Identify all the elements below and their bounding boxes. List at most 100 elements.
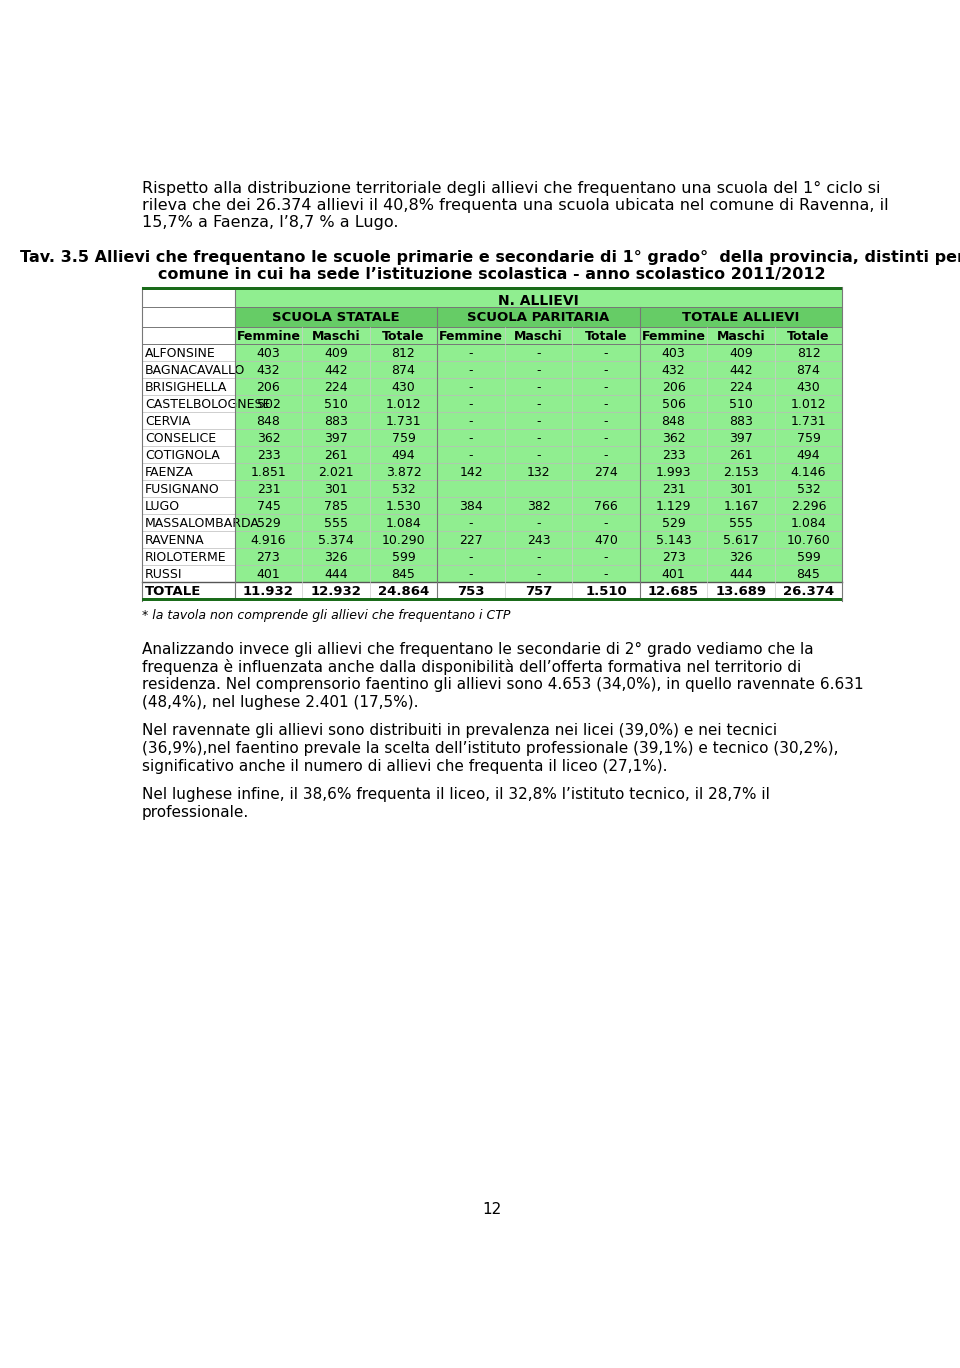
Bar bbox=[572, 565, 639, 581]
Bar bbox=[302, 430, 370, 446]
Text: Nel ravennate gli allievi sono distribuiti in prevalenza nei licei (39,0%) e nei: Nel ravennate gli allievi sono distribui… bbox=[142, 724, 777, 739]
Text: 233: 233 bbox=[256, 449, 280, 462]
Bar bbox=[437, 565, 505, 581]
Text: 442: 442 bbox=[730, 364, 753, 378]
Bar bbox=[437, 497, 505, 514]
Text: residenza. Nel comprensorio faentino gli allievi sono 4.653 (34,0%), in quello r: residenza. Nel comprensorio faentino gli… bbox=[142, 677, 863, 692]
Text: 444: 444 bbox=[324, 568, 348, 580]
Text: SCUOLA STATALE: SCUOLA STATALE bbox=[272, 312, 399, 324]
Bar bbox=[505, 361, 572, 378]
Bar bbox=[639, 308, 842, 327]
Text: 273: 273 bbox=[256, 551, 280, 564]
Text: 759: 759 bbox=[797, 432, 821, 445]
Bar bbox=[302, 395, 370, 412]
Text: 10.760: 10.760 bbox=[786, 534, 830, 547]
Text: 326: 326 bbox=[324, 551, 348, 564]
Text: -: - bbox=[468, 382, 473, 394]
Text: 409: 409 bbox=[324, 347, 348, 360]
Text: 874: 874 bbox=[797, 364, 821, 378]
Bar bbox=[572, 361, 639, 378]
Bar bbox=[370, 581, 437, 598]
Text: Maschi: Maschi bbox=[312, 331, 360, 343]
Text: Rispetto alla distribuzione territoriale degli allievi che frequentano una scuol: Rispetto alla distribuzione territoriale… bbox=[142, 181, 880, 196]
Bar bbox=[370, 547, 437, 565]
Bar bbox=[505, 514, 572, 531]
Text: BRISIGHELLA: BRISIGHELLA bbox=[145, 382, 228, 394]
Bar bbox=[639, 446, 708, 462]
Text: Maschi: Maschi bbox=[515, 331, 563, 343]
Bar bbox=[437, 514, 505, 531]
Bar bbox=[572, 430, 639, 446]
Text: 432: 432 bbox=[661, 364, 685, 378]
Text: -: - bbox=[537, 568, 540, 580]
Bar bbox=[775, 345, 842, 361]
Bar bbox=[302, 581, 370, 598]
Bar bbox=[775, 395, 842, 412]
Text: 231: 231 bbox=[661, 483, 685, 497]
Text: -: - bbox=[604, 432, 609, 445]
Bar bbox=[142, 412, 234, 430]
Bar bbox=[142, 514, 234, 531]
Text: -: - bbox=[537, 449, 540, 462]
Bar bbox=[708, 446, 775, 462]
Bar bbox=[234, 361, 302, 378]
Text: -: - bbox=[537, 364, 540, 378]
Bar bbox=[302, 378, 370, 395]
Bar bbox=[572, 378, 639, 395]
Text: 1.851: 1.851 bbox=[251, 466, 286, 479]
Bar bbox=[505, 430, 572, 446]
Text: Femmine: Femmine bbox=[236, 331, 300, 343]
Text: -: - bbox=[604, 415, 609, 428]
Bar bbox=[370, 345, 437, 361]
Bar bbox=[505, 446, 572, 462]
Bar bbox=[775, 547, 842, 565]
Bar bbox=[302, 514, 370, 531]
Bar bbox=[775, 514, 842, 531]
Bar bbox=[708, 462, 775, 480]
Bar bbox=[437, 327, 505, 345]
Bar bbox=[234, 395, 302, 412]
Bar bbox=[142, 531, 234, 547]
Bar bbox=[437, 378, 505, 395]
Text: Femmine: Femmine bbox=[439, 331, 503, 343]
Text: Nel lughese infine, il 38,6% frequenta il liceo, il 32,8% l’istituto tecnico, il: Nel lughese infine, il 38,6% frequenta i… bbox=[142, 787, 770, 802]
Bar bbox=[572, 514, 639, 531]
Bar bbox=[370, 514, 437, 531]
Bar bbox=[302, 327, 370, 345]
Bar bbox=[505, 395, 572, 412]
Bar bbox=[142, 598, 842, 601]
Bar bbox=[775, 531, 842, 547]
Bar bbox=[437, 430, 505, 446]
Bar bbox=[775, 327, 842, 345]
Text: 1.993: 1.993 bbox=[656, 466, 691, 479]
Bar bbox=[572, 446, 639, 462]
Text: TOTALE: TOTALE bbox=[145, 584, 202, 598]
Text: RUSSI: RUSSI bbox=[145, 568, 182, 580]
Text: 1.129: 1.129 bbox=[656, 499, 691, 513]
Text: 2.153: 2.153 bbox=[723, 466, 758, 479]
Bar bbox=[572, 395, 639, 412]
Bar bbox=[302, 565, 370, 581]
Text: 444: 444 bbox=[730, 568, 753, 580]
Bar bbox=[370, 327, 437, 345]
Bar bbox=[234, 446, 302, 462]
Bar bbox=[234, 514, 302, 531]
Text: 243: 243 bbox=[527, 534, 550, 547]
Bar bbox=[639, 547, 708, 565]
Bar bbox=[142, 480, 234, 497]
Text: 785: 785 bbox=[324, 499, 348, 513]
Text: 442: 442 bbox=[324, 364, 348, 378]
Bar bbox=[437, 446, 505, 462]
Bar bbox=[234, 430, 302, 446]
Bar bbox=[437, 412, 505, 430]
Bar bbox=[639, 395, 708, 412]
Bar bbox=[370, 462, 437, 480]
Text: -: - bbox=[604, 364, 609, 378]
Bar bbox=[572, 345, 639, 361]
Text: -: - bbox=[604, 568, 609, 580]
Text: * la tavola non comprende gli allievi che frequentano i CTP: * la tavola non comprende gli allievi ch… bbox=[142, 609, 510, 622]
Text: 401: 401 bbox=[256, 568, 280, 580]
Text: Analizzando invece gli allievi che frequentano le secondarie di 2° grado vediamo: Analizzando invece gli allievi che frequ… bbox=[142, 642, 813, 657]
Bar bbox=[142, 327, 234, 345]
Text: -: - bbox=[604, 398, 609, 412]
